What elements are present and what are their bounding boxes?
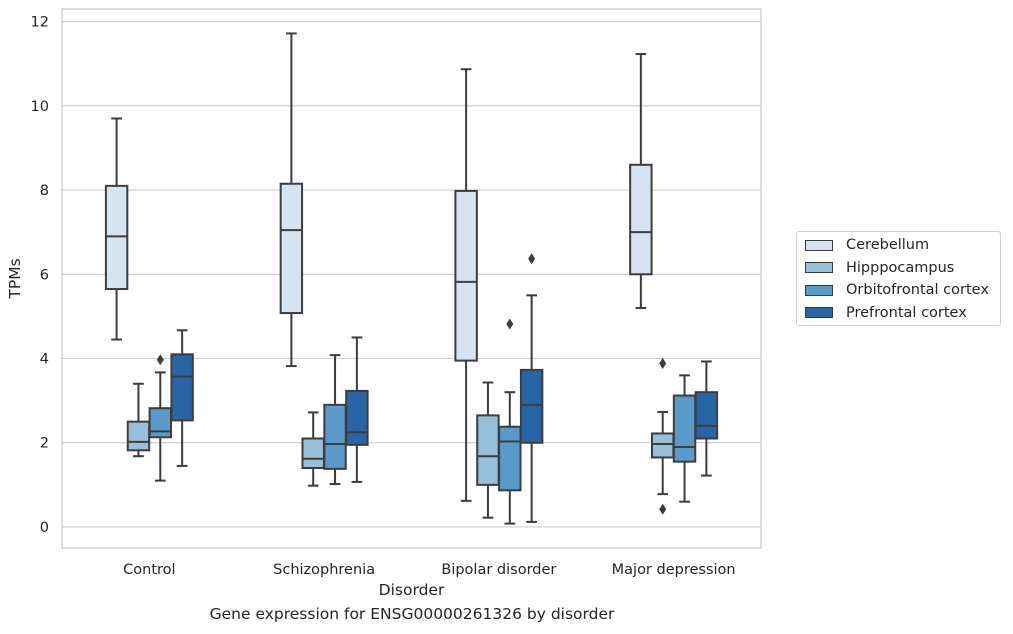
iqr-box: [650, 432, 675, 459]
legend-label: Prefrontal cortex: [846, 304, 967, 321]
y-tick-label: 10: [31, 99, 49, 115]
iqr-box: [126, 420, 151, 452]
legend-swatch: [805, 307, 833, 318]
iqr-box: [345, 389, 369, 446]
x-axis-label: Disorder: [379, 581, 445, 599]
iqr-box: [148, 407, 173, 439]
box-cerebellum: [279, 32, 304, 368]
x-tick-label: Schizophrenia: [273, 562, 375, 578]
plot-frame: [61, 8, 762, 549]
y-tick-label: 2: [40, 436, 49, 452]
legend-item: Orbitofrontal cortex: [805, 279, 989, 301]
iqr-box: [454, 189, 478, 362]
iqr-box: [104, 184, 129, 291]
iqr-box: [323, 403, 347, 470]
x-tick-label: Control: [123, 562, 175, 578]
legend-item: Prefrontal cortex: [805, 302, 967, 324]
axis-ticks: 0 2 4 6 8 10 12 Control Schizophrenia Bipolar dis…: [31, 15, 736, 578]
iqr-box: [170, 353, 194, 422]
outlier-point: [659, 358, 667, 370]
box-orbitofrontal-cortex: [498, 318, 522, 525]
legend-swatch: [805, 239, 833, 251]
box-cerebellum: [104, 117, 129, 341]
legend-label: Hipppocampus: [846, 259, 955, 276]
iqr-box: [519, 368, 544, 444]
box-series: [104, 32, 719, 525]
legend-item: Cerebellum: [805, 234, 929, 256]
iqr-box: [301, 437, 325, 469]
y-axis-label: TPMs: [6, 258, 24, 299]
legend-swatch: [805, 284, 833, 296]
box-hipppocampus: [301, 411, 325, 487]
chart-title: Gene expression for ENSG00000261326 by d…: [209, 605, 615, 623]
box-hipppocampus: [650, 358, 675, 515]
legend-label: Orbitofrontal cortex: [846, 282, 989, 298]
legend-item: Hipppocampus: [805, 257, 954, 279]
iqr-box: [629, 163, 653, 276]
x-tick-label: Bipolar disorder: [441, 562, 556, 578]
y-tick-label: 8: [40, 183, 49, 199]
box-prefrontal-cortex: [694, 360, 719, 477]
box-cerebellum: [454, 68, 478, 502]
box-prefrontal-cortex: [170, 329, 194, 467]
legend-swatch: [805, 262, 833, 273]
box-orbitofrontal-cortex: [323, 354, 347, 485]
legend: Cerebellum Hipppocampus Orbitofrontal cort…: [796, 231, 1001, 326]
x-tick-label: Major depression: [612, 562, 736, 578]
y-tick-label: 6: [40, 267, 49, 283]
box-prefrontal-cortex: [345, 336, 369, 483]
outlier-point: [659, 503, 667, 515]
y-tick-label: 12: [31, 15, 49, 31]
box-hipppocampus: [476, 381, 500, 519]
outlier-point: [528, 253, 536, 265]
y-tick-label: 4: [40, 352, 49, 368]
box-cerebellum: [629, 53, 653, 309]
iqr-box: [672, 394, 697, 463]
box-prefrontal-cortex: [519, 253, 544, 523]
iqr-box: [279, 182, 304, 315]
box-orbitofrontal-cortex: [672, 374, 697, 503]
iqr-box: [694, 391, 719, 440]
outlier-point: [506, 318, 514, 330]
box-hipppocampus: [126, 382, 151, 458]
y-tick-label: 0: [40, 520, 49, 536]
legend-label: Cerebellum: [846, 237, 930, 253]
outlier-point: [156, 354, 164, 366]
box-orbitofrontal-cortex: [148, 354, 173, 482]
iqr-box: [498, 425, 522, 492]
iqr-box: [476, 414, 500, 486]
